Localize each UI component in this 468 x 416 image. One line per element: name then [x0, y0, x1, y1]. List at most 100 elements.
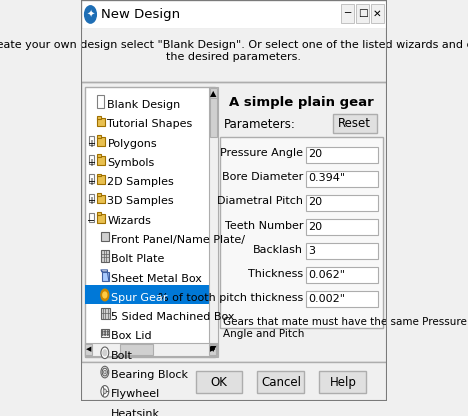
Text: Bolt Plate: Bolt Plate: [111, 254, 165, 264]
Bar: [97, 173, 101, 176]
Bar: [106, 404, 107, 416]
Circle shape: [105, 331, 106, 332]
Bar: [209, 87, 218, 357]
Text: +: +: [88, 177, 95, 187]
Text: 2D Samples: 2D Samples: [108, 177, 174, 187]
Bar: [120, 344, 153, 355]
Text: To create your own design select "Blank Design". Or select one of the listed wiz: To create your own design select "Blank …: [0, 40, 468, 62]
Bar: [101, 308, 110, 319]
Bar: [107, 290, 108, 292]
Text: Parameters:: Parameters:: [224, 118, 295, 131]
Bar: [97, 176, 105, 184]
Bar: [88, 213, 95, 222]
Circle shape: [85, 6, 96, 23]
Circle shape: [103, 350, 107, 356]
Circle shape: [107, 334, 108, 335]
Text: Pressure Angle: Pressure Angle: [220, 148, 303, 158]
Text: ▶: ▶: [210, 347, 215, 352]
Text: □: □: [358, 8, 367, 18]
Text: Bolt: Bolt: [111, 351, 133, 361]
Text: Thickness: Thickness: [248, 269, 303, 279]
Text: Front Panel/Name Plate/: Front Panel/Name Plate/: [111, 235, 245, 245]
Bar: [320, 371, 366, 393]
Text: ✦: ✦: [87, 10, 95, 20]
Bar: [101, 294, 102, 296]
Bar: [306, 146, 378, 163]
Bar: [341, 4, 354, 23]
Bar: [209, 344, 216, 355]
Text: Sheet Metal Box: Sheet Metal Box: [111, 274, 202, 284]
Text: Help: Help: [329, 376, 357, 389]
Bar: [306, 195, 378, 211]
Circle shape: [101, 366, 109, 378]
Bar: [102, 298, 103, 300]
Bar: [81, 29, 387, 82]
Bar: [97, 135, 101, 138]
Bar: [85, 344, 92, 355]
Text: Wizards: Wizards: [108, 216, 151, 226]
Circle shape: [105, 334, 106, 335]
Text: Backlash: Backlash: [253, 245, 303, 255]
Text: Spur Gear: Spur Gear: [111, 293, 168, 303]
Text: Symbols: Symbols: [108, 158, 155, 168]
Circle shape: [102, 331, 103, 332]
Text: Flywheel: Flywheel: [111, 389, 161, 399]
Text: Tutorial Shapes: Tutorial Shapes: [108, 119, 193, 129]
Bar: [107, 298, 108, 300]
Bar: [97, 156, 105, 165]
Bar: [88, 194, 95, 203]
Bar: [88, 174, 95, 183]
Bar: [306, 291, 378, 307]
Text: Bearing Block: Bearing Block: [111, 370, 188, 380]
Bar: [306, 219, 378, 235]
Bar: [306, 267, 378, 283]
Text: −: −: [88, 216, 95, 226]
Text: 20: 20: [308, 198, 322, 208]
Circle shape: [101, 289, 109, 301]
Circle shape: [103, 370, 106, 374]
Bar: [101, 329, 110, 337]
Bar: [306, 243, 378, 259]
Text: ✕: ✕: [373, 8, 382, 18]
Text: ▼: ▼: [210, 344, 217, 354]
Bar: [102, 272, 109, 280]
Bar: [356, 4, 369, 23]
Bar: [88, 155, 95, 164]
Text: Cancel: Cancel: [261, 376, 301, 389]
Bar: [108, 404, 109, 416]
Text: 0.002": 0.002": [308, 294, 345, 304]
Text: Box Lid: Box Lid: [111, 332, 152, 342]
Bar: [97, 118, 105, 126]
Text: +: +: [88, 196, 95, 206]
Text: Polygons: Polygons: [108, 139, 157, 149]
Bar: [102, 290, 103, 292]
Bar: [306, 171, 378, 187]
Text: A simple plain gear: A simple plain gear: [229, 97, 373, 109]
Text: ─: ─: [344, 8, 351, 18]
Text: 3D Samples: 3D Samples: [108, 196, 174, 206]
Text: OK: OK: [211, 376, 227, 389]
Bar: [104, 289, 105, 291]
Text: +: +: [88, 139, 95, 149]
Bar: [101, 250, 109, 262]
Bar: [97, 137, 105, 146]
Text: ◀: ◀: [86, 347, 92, 352]
Bar: [104, 299, 105, 301]
Bar: [371, 4, 384, 23]
Circle shape: [102, 334, 103, 335]
Bar: [97, 193, 101, 196]
Text: % of tooth pitch thickness: % of tooth pitch thickness: [158, 293, 303, 303]
Bar: [210, 88, 217, 98]
Text: +: +: [88, 158, 95, 168]
Bar: [97, 214, 105, 223]
Bar: [97, 212, 101, 215]
Bar: [85, 87, 215, 357]
Text: 0.062": 0.062": [308, 270, 345, 280]
Text: 20: 20: [308, 149, 322, 159]
Bar: [104, 404, 105, 416]
Text: 3: 3: [308, 245, 315, 255]
Bar: [220, 87, 383, 357]
Text: Teeth Number: Teeth Number: [225, 220, 303, 230]
Bar: [220, 137, 383, 328]
Text: ▲: ▲: [210, 89, 217, 98]
